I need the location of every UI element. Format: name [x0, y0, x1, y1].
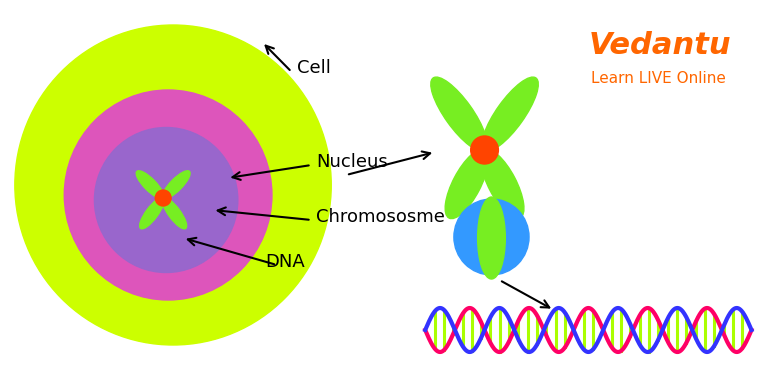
Ellipse shape: [162, 198, 187, 229]
Ellipse shape: [140, 198, 164, 229]
Circle shape: [454, 199, 529, 275]
Text: Vedantu: Vedantu: [588, 30, 731, 60]
Ellipse shape: [478, 197, 505, 279]
Text: Chromososme: Chromososme: [316, 208, 445, 226]
Circle shape: [155, 190, 171, 206]
Text: Nucleus: Nucleus: [316, 153, 388, 171]
Circle shape: [15, 25, 331, 345]
Text: Learn LIVE Online: Learn LIVE Online: [591, 71, 727, 85]
Circle shape: [471, 136, 498, 164]
Ellipse shape: [481, 149, 524, 219]
Ellipse shape: [431, 77, 487, 151]
Ellipse shape: [94, 128, 238, 272]
Text: DNA: DNA: [265, 253, 305, 271]
Ellipse shape: [163, 171, 190, 199]
Ellipse shape: [445, 149, 488, 219]
Ellipse shape: [136, 171, 164, 199]
Ellipse shape: [482, 77, 538, 151]
Text: Cell: Cell: [296, 59, 330, 77]
Ellipse shape: [65, 90, 272, 300]
